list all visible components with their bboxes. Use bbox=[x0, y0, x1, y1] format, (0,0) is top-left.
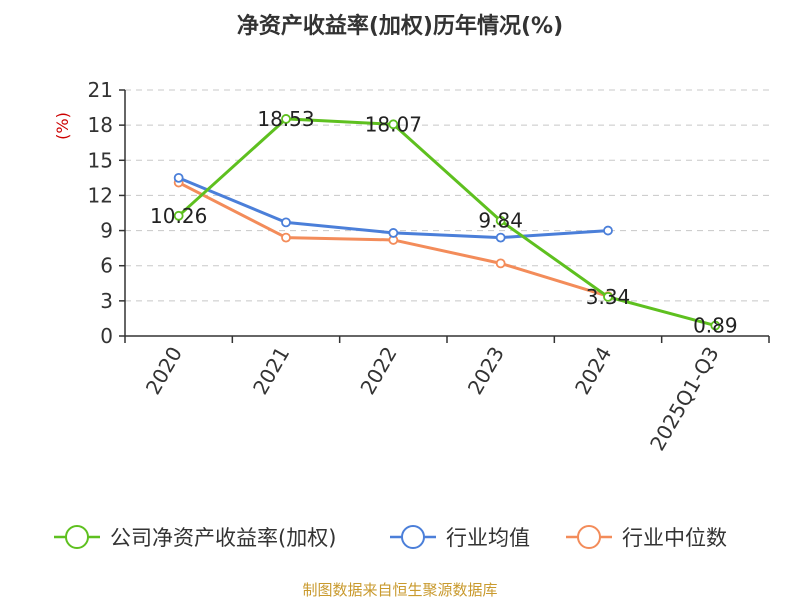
legend-label-2: 行业中位数 bbox=[622, 526, 727, 550]
series-1-point-0[interactable] bbox=[173, 172, 184, 183]
series-1-point-4[interactable] bbox=[603, 225, 613, 236]
series-0-point-1[interactable] bbox=[281, 114, 291, 124]
y-tick-label-21: 21 bbox=[88, 78, 113, 102]
x-tick-label-2025Q1-Q3: 2025Q1-Q3 bbox=[645, 343, 724, 455]
series-1-point-3[interactable] bbox=[495, 232, 506, 243]
y-tick-label-12: 12 bbox=[88, 183, 113, 207]
series-line-0 bbox=[177, 117, 716, 328]
y-tick-label-6: 6 bbox=[100, 254, 113, 278]
data-label-2025Q1-Q3: 0.89 bbox=[693, 314, 738, 338]
data-label-2020: 10.26 bbox=[150, 204, 207, 228]
series-0 bbox=[173, 114, 721, 331]
x-tick-label-2022: 2022 bbox=[355, 343, 401, 399]
y-tick-label-3: 3 bbox=[100, 289, 113, 313]
series-1 bbox=[173, 172, 613, 243]
axes: 0 3 6 9 12 15 18 21 2020 2021 2022 2023 2024 2025Q1-Q… bbox=[88, 78, 770, 455]
series-0-point-0[interactable] bbox=[173, 210, 184, 221]
series-2-point-3[interactable] bbox=[495, 258, 506, 269]
data-label-2024: 3.34 bbox=[586, 285, 631, 309]
series-1-point-2[interactable] bbox=[388, 228, 399, 238]
legend-item-0[interactable]: 公司净资产收益率(加权) bbox=[54, 525, 336, 550]
y-axis-label: (%) bbox=[53, 112, 72, 140]
chart-title: 净资产收益率(加权)历年情况(%) bbox=[237, 13, 563, 39]
series-0-point-2[interactable] bbox=[388, 119, 399, 130]
x-tick-label-2024: 2024 bbox=[570, 343, 616, 399]
y-tick-label-18: 18 bbox=[88, 113, 113, 137]
data-label-2022: 18.07 bbox=[365, 112, 422, 136]
data-label-2023: 9.84 bbox=[478, 209, 523, 233]
legend-label-0: 公司净资产收益率(加权) bbox=[110, 526, 336, 550]
y-tick-label-0: 0 bbox=[100, 324, 113, 348]
series-0-point-4[interactable] bbox=[603, 291, 613, 302]
legend-item-1[interactable]: 行业均值 bbox=[390, 525, 530, 550]
y-tick-label-9: 9 bbox=[100, 219, 113, 243]
x-tick-label-2023: 2023 bbox=[463, 342, 509, 398]
y-tick-label-15: 15 bbox=[88, 148, 113, 172]
grid-lines bbox=[125, 89, 769, 302]
data-labels: 10.26 18.53 18.07 9.84 3.34 0.89 bbox=[150, 107, 738, 338]
legend[interactable]: 公司净资产收益率(加权) 行业均值 行业中位数 bbox=[54, 525, 727, 550]
legend-swatch-marker-2 bbox=[577, 525, 601, 549]
legend-swatch-marker-0 bbox=[65, 525, 89, 549]
series-0-point-5[interactable] bbox=[710, 320, 721, 331]
series-0-point-3[interactable] bbox=[495, 215, 506, 226]
x-tick-label-2020: 2020 bbox=[141, 343, 187, 399]
series-2-point-1[interactable] bbox=[281, 232, 291, 243]
legend-label-1: 行业均值 bbox=[446, 526, 530, 550]
data-label-2021: 18.53 bbox=[257, 107, 314, 131]
series-group bbox=[173, 114, 721, 331]
legend-item-2[interactable]: 行业中位数 bbox=[566, 525, 727, 550]
source-footer: 制图数据来自恒生聚源数据库 bbox=[302, 581, 497, 599]
x-tick-label-2021: 2021 bbox=[248, 343, 294, 399]
legend-swatch-marker-1 bbox=[401, 525, 425, 549]
series-1-point-1[interactable] bbox=[281, 217, 291, 228]
series-2 bbox=[173, 177, 613, 302]
